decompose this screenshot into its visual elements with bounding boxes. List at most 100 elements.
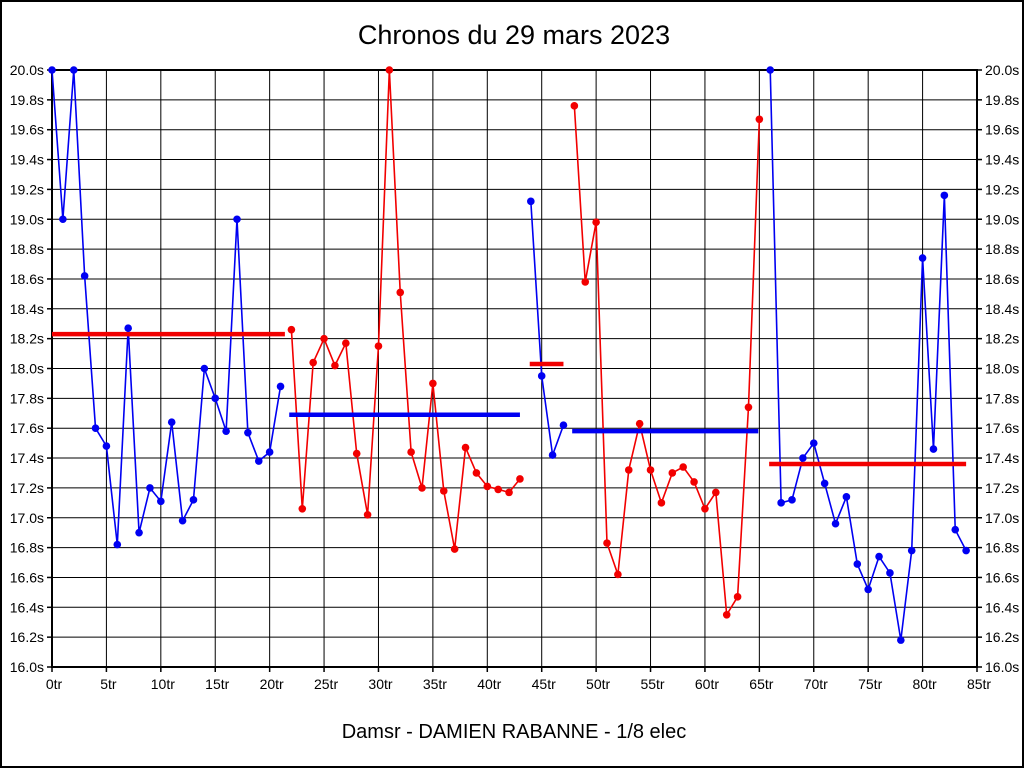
data-point-lap-27 (342, 339, 350, 347)
y-axis-label-left: 18.6s (10, 271, 44, 287)
data-point-lap-50 (592, 218, 600, 227)
plot-border (51, 69, 978, 668)
data-point-lap-2 (69, 66, 78, 74)
data-point-lap-4 (91, 424, 100, 433)
y-axis-label-left: 17.4s (10, 450, 44, 466)
data-point-lap-78 (897, 636, 905, 644)
y-axis-label-right: 18.8s (985, 241, 1019, 257)
y-axis-label-left: 16.2s (10, 629, 44, 645)
data-point-lap-73 (842, 493, 851, 501)
x-axis-label: 60tr (695, 676, 719, 692)
y-axis-label-left: 16.8s (10, 540, 44, 556)
data-point-lap-68 (788, 496, 796, 504)
y-axis-label-left: 16.0s (10, 659, 44, 675)
series-line-stint-2 (290, 69, 521, 550)
y-axis-label-right: 16.2s (985, 629, 1019, 645)
y-axis-label-right: 19.6s (985, 122, 1019, 138)
series-line-stint-1 (51, 69, 282, 546)
y-axis-label-right: 17.2s (985, 480, 1019, 496)
data-point-lap-54 (635, 419, 644, 428)
data-point-lap-3 (80, 272, 89, 280)
data-point-lap-51 (603, 539, 611, 547)
y-axis-label-right: 19.4s (985, 152, 1019, 168)
y-axis-label-left: 17.8s (10, 390, 44, 406)
data-point-lap-42 (505, 488, 513, 497)
data-point-lap-1 (59, 215, 67, 224)
y-axis-label-right: 19.8s (985, 92, 1019, 108)
x-axis-label: 30tr (368, 676, 392, 692)
y-axis-label-left: 18.8s (10, 241, 44, 257)
y-axis-label-left: 19.6s (10, 122, 44, 138)
data-point-lap-14 (200, 364, 209, 373)
data-point-lap-34 (418, 484, 426, 492)
data-point-lap-60 (701, 504, 709, 513)
data-point-lap-57 (668, 469, 677, 477)
data-point-lap-64 (744, 403, 753, 412)
data-point-lap-32 (396, 288, 405, 297)
y-axis-label-left: 19.4s (10, 152, 44, 168)
data-point-lap-81 (929, 445, 938, 453)
x-axis-label: 55tr (640, 676, 664, 692)
data-point-lap-75 (864, 585, 872, 594)
x-axis-label: 25tr (314, 676, 338, 692)
y-axis-label-right: 20.0s (985, 62, 1019, 78)
data-point-lap-67 (777, 499, 785, 507)
data-point-lap-25 (320, 334, 328, 343)
data-point-lap-84 (962, 546, 970, 555)
data-point-lap-43 (516, 475, 524, 483)
y-axis-label-right: 17.0s (985, 510, 1019, 526)
y-axis-label-right: 19.0s (985, 211, 1019, 227)
x-axis-label: 0tr (46, 676, 63, 692)
data-point-lap-11 (167, 418, 176, 427)
data-point-lap-29 (363, 510, 372, 519)
data-point-lap-6 (113, 540, 122, 549)
data-point-lap-61 (712, 488, 720, 497)
data-point-lap-28 (352, 449, 361, 458)
x-axis-label: 10tr (151, 676, 175, 692)
y-axis-label-left: 18.0s (10, 361, 44, 377)
data-point-lap-35 (429, 379, 437, 388)
y-axis-label-left: 17.6s (10, 420, 44, 436)
data-point-lap-5 (102, 442, 111, 450)
data-point-lap-76 (875, 552, 883, 561)
y-axis-label-right: 16.0s (985, 659, 1019, 675)
data-point-lap-8 (135, 528, 143, 537)
data-point-lap-80 (918, 254, 927, 262)
x-axis-label: 5tr (100, 676, 117, 692)
y-axis-label-right: 17.8s (985, 390, 1019, 406)
data-point-lap-7 (124, 324, 132, 333)
y-axis-label-right: 16.4s (985, 599, 1019, 615)
data-point-lap-24 (309, 358, 317, 367)
x-axis-label: 85tr (967, 676, 991, 692)
data-point-lap-53 (624, 466, 633, 474)
data-point-lap-18 (244, 428, 252, 437)
data-point-lap-41 (494, 485, 502, 494)
data-point-lap-62 (722, 610, 731, 619)
data-point-lap-74 (853, 560, 862, 568)
data-point-lap-21 (276, 382, 285, 391)
data-point-lap-59 (690, 478, 698, 486)
data-point-lap-36 (439, 487, 448, 495)
y-axis-label-left: 17.2s (10, 480, 44, 496)
y-axis-label-right: 16.6s (985, 569, 1019, 585)
y-axis-label-left: 20.0s (10, 62, 44, 78)
data-point-lap-48 (570, 102, 579, 110)
data-point-lap-79 (907, 546, 916, 555)
x-axis-label: 20tr (260, 676, 284, 692)
x-axis-label: 45tr (532, 676, 556, 692)
y-axis-label-left: 19.8s (10, 92, 44, 108)
data-point-lap-55 (646, 466, 655, 474)
y-axis-label-right: 18.6s (985, 271, 1019, 287)
data-point-lap-16 (222, 427, 230, 435)
data-point-lap-83 (951, 525, 960, 534)
x-axis-label: 80tr (913, 676, 937, 692)
data-point-lap-23 (298, 504, 307, 513)
data-point-lap-66 (766, 66, 775, 74)
data-point-lap-65 (755, 115, 764, 124)
data-point-lap-82 (940, 191, 949, 200)
y-axis-label-left: 19.0s (10, 211, 44, 227)
y-axis-label-right: 17.6s (985, 420, 1019, 436)
data-point-lap-56 (657, 499, 666, 507)
